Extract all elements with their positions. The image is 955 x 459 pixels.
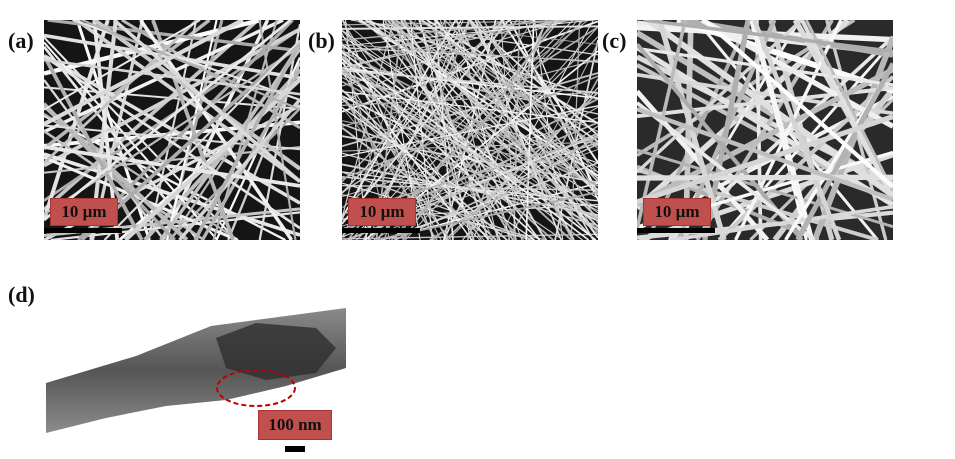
- fiber: [402, 20, 555, 240]
- fiber: [112, 20, 300, 183]
- fiber-mesh-c: [637, 20, 893, 240]
- fiber: [342, 61, 473, 240]
- fiber: [525, 20, 535, 240]
- fiber: [643, 20, 893, 54]
- fiber: [342, 20, 563, 41]
- fiber: [408, 20, 598, 147]
- fiber: [342, 182, 531, 240]
- scale-bar-c: [637, 228, 715, 233]
- sem-image-b: 10 µm: [342, 20, 598, 240]
- fiber-mesh-b: [342, 20, 598, 240]
- fiber: [637, 20, 803, 174]
- fiber: [404, 26, 598, 240]
- fiber: [700, 20, 893, 129]
- fiber: [433, 20, 598, 196]
- fiber: [382, 162, 598, 240]
- fiber: [342, 20, 482, 240]
- fiber: [44, 20, 198, 165]
- fiber: [637, 114, 893, 205]
- fiber: [44, 145, 300, 188]
- scale-label-d: 100 nm: [258, 410, 332, 440]
- fiber: [342, 29, 572, 240]
- highlight-ellipse: [216, 369, 296, 407]
- fiber: [342, 98, 508, 240]
- fiber: [342, 123, 598, 219]
- fiber: [474, 20, 598, 174]
- fiber: [212, 20, 278, 240]
- tem-image-d: 100 nm: [46, 268, 346, 440]
- fiber: [123, 77, 300, 240]
- fiber: [342, 25, 598, 30]
- panel-d-label: (d): [8, 282, 35, 307]
- fiber: [342, 95, 438, 240]
- fiber: [342, 95, 598, 222]
- fiber: [637, 106, 893, 202]
- fiber: [369, 20, 598, 173]
- fiber: [342, 141, 598, 152]
- fiber: [418, 20, 490, 240]
- fiber: [342, 29, 598, 214]
- fiber: [44, 58, 300, 96]
- fiber: [193, 40, 300, 240]
- fiber: [342, 90, 598, 124]
- fiber: [477, 20, 598, 199]
- fiber: [342, 20, 394, 219]
- panel-b-label: (b): [308, 28, 335, 53]
- fiber: [342, 69, 598, 94]
- fiber: [462, 87, 598, 240]
- fiber: [804, 20, 893, 192]
- fiber: [342, 20, 505, 194]
- fiber: [178, 98, 300, 240]
- fiber: [456, 20, 511, 240]
- panel-a-label: (a): [8, 28, 34, 53]
- fiber: [342, 51, 590, 240]
- fiber: [342, 96, 485, 240]
- fiber: [342, 20, 457, 219]
- fiber: [342, 105, 598, 158]
- fiber: [637, 20, 688, 230]
- fiber: [383, 20, 514, 240]
- scale-bar-a: [44, 228, 122, 233]
- sem-image-c: 10 µm: [637, 20, 893, 240]
- fiber: [44, 54, 144, 240]
- fiber: [389, 20, 598, 219]
- fiber: [342, 20, 570, 87]
- fiber: [749, 20, 815, 240]
- fiber: [637, 174, 893, 181]
- panel-c-label: (c): [602, 28, 627, 53]
- fiber: [342, 106, 452, 240]
- scale-bar-b: [342, 228, 420, 233]
- fiber: [752, 20, 842, 240]
- scale-label-c: 10 µm: [643, 198, 711, 226]
- scale-label-b: 10 µm: [348, 198, 416, 226]
- fiber: [800, 20, 893, 200]
- dark-cluster: [216, 323, 336, 380]
- fiber: [702, 20, 893, 189]
- fiber: [80, 40, 300, 240]
- fiber: [342, 72, 598, 231]
- fiber: [44, 20, 201, 111]
- fiber: [342, 43, 598, 63]
- fiber: [427, 20, 545, 240]
- fiber: [447, 91, 598, 240]
- fiber: [646, 20, 893, 198]
- fiber-mesh-a: [44, 20, 300, 240]
- sem-image-a: 10 µm: [44, 20, 300, 240]
- fiber: [103, 39, 300, 240]
- fiber: [44, 20, 292, 222]
- scale-label-a: 10 µm: [50, 198, 118, 226]
- fiber: [669, 204, 893, 240]
- fiber: [471, 20, 594, 240]
- fiber: [637, 67, 893, 207]
- fiber: [342, 72, 598, 148]
- fiber: [342, 67, 524, 240]
- fiber: [342, 107, 536, 240]
- scale-bar-d: [285, 446, 305, 452]
- fiber: [342, 91, 598, 107]
- fiber: [795, 62, 893, 240]
- fiber: [342, 56, 583, 240]
- fiber: [81, 20, 300, 111]
